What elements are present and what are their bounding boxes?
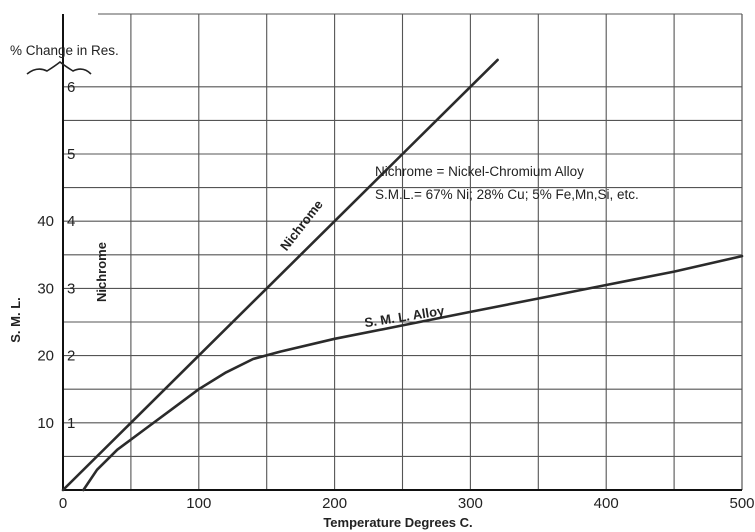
series-lines [61,58,744,492]
tick-labels: 0 100 200 300 400 500 1 2 3 4 5 6 10 20 30 40 [37,79,754,512]
x-tick-label: 500 [729,495,754,512]
series-line-sml-alloy [82,254,744,492]
pct-tick-label: 1 [67,415,75,432]
annotation-line-2: S.M.L.= 67% Ni; 28% Cu; 5% Fe,Mn,Si, etc… [375,187,639,202]
x-tick-label: 300 [458,495,483,512]
pct-tick-label: 5 [67,146,75,163]
pct-tick-label: 6 [67,79,75,96]
pct-tick-label: 4 [67,213,75,230]
sml-tick-label: 40 [37,213,54,230]
x-axis-label: Temperature Degrees C. [323,515,472,530]
left-axis-title: % Change in Res. [10,43,119,58]
series-line-nichrome [61,58,499,492]
annotation-line-1: Nichrome = Nickel-Chromium Alloy [375,164,584,179]
series-label-nichrome: Nichrome [277,197,326,253]
sml-tick-label: 20 [37,348,54,365]
pct-tick-label: 2 [67,348,75,365]
sml-tick-label: 10 [37,415,54,432]
sml-tick-label: 30 [37,280,54,297]
x-tick-label: 100 [186,495,211,512]
x-tick-label: 200 [322,495,347,512]
nichrome-axis-label: Nichrome [94,242,109,302]
x-tick-label: 400 [594,495,619,512]
grid [62,13,743,490]
axes [62,14,742,491]
x-tick-label: 0 [59,495,67,512]
pct-tick-label: 3 [67,280,75,297]
sml-axis-label: S. M. L. [8,297,23,343]
axis-title-brace [26,60,92,75]
